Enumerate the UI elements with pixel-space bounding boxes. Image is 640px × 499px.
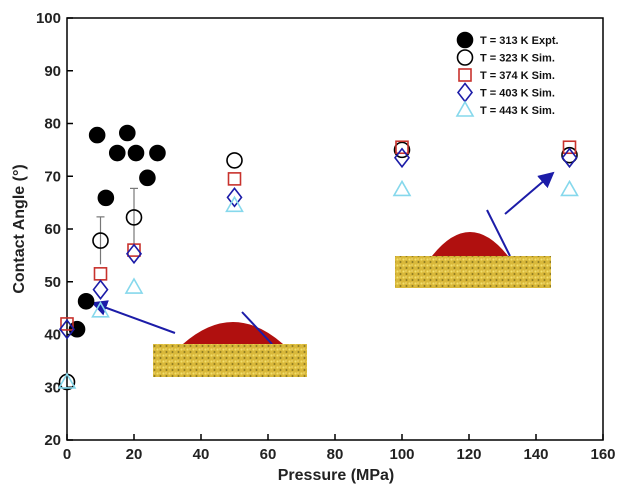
point: [92, 279, 109, 300]
legend-label: T = 374 K Sim.: [480, 70, 555, 82]
point: [119, 124, 136, 142]
point: [108, 144, 126, 162]
point: [226, 152, 243, 169]
y-tick-label: 30: [44, 379, 61, 396]
point: [93, 267, 108, 281]
y-tick-label: 80: [44, 116, 61, 133]
x-tick-label: 80: [327, 446, 344, 463]
x-tick-label: 0: [63, 446, 71, 463]
legend-marker: [456, 31, 474, 49]
y-tick-label: 70: [44, 168, 61, 185]
point: [562, 140, 577, 155]
legend-label: T = 323 K Sim.: [480, 53, 555, 65]
y-tick-label: 20: [44, 432, 61, 449]
point: [58, 318, 76, 340]
point: [393, 141, 411, 159]
point: [127, 144, 145, 162]
point: [88, 126, 106, 144]
point: [57, 372, 77, 389]
legend-label: T = 443 K Sim.: [480, 105, 555, 117]
point: [125, 209, 143, 226]
inset-right: [395, 171, 555, 288]
point: [560, 179, 579, 197]
point: [92, 232, 109, 249]
y-tick-label: 100: [36, 10, 61, 27]
point: [97, 189, 115, 207]
x-tick-label: 160: [590, 446, 615, 463]
y-tick-label: 60: [44, 221, 61, 238]
x-axis-title: Pressure (MPa): [278, 467, 395, 484]
point: [561, 147, 578, 169]
x-tick-label: 100: [389, 446, 414, 463]
point: [227, 172, 242, 186]
point: [125, 243, 143, 265]
y-tick-label: 50: [44, 274, 61, 291]
point: [226, 187, 243, 208]
point: [392, 179, 412, 197]
point: [124, 277, 144, 294]
legend-label: T = 403 K Sim.: [480, 88, 555, 100]
point: [395, 140, 409, 155]
x-tick-label: 40: [193, 446, 210, 463]
x-tick-label: 60: [260, 446, 277, 463]
point: [393, 147, 411, 169]
legend: T = 313 K Expt. T = 323 K Sim. T = 374 K S…: [455, 31, 559, 117]
x-tick-label: 140: [523, 446, 548, 463]
point: [139, 169, 156, 187]
legend-label: T = 313 K Expt.: [480, 35, 559, 47]
inset-left: [91, 300, 307, 377]
point: [77, 292, 95, 310]
y-tick-label: 90: [44, 63, 61, 80]
legend-marker: [456, 82, 474, 103]
x-tick-label: 120: [456, 446, 481, 463]
point: [91, 301, 110, 318]
x-tick-label: 20: [126, 446, 143, 463]
point: [225, 195, 244, 213]
legend-marker: [455, 100, 475, 117]
legend-marker: [456, 49, 474, 66]
y-axis-title: Contact Angle (°): [11, 164, 28, 293]
legend-marker: [458, 68, 472, 82]
y-tick-label: 40: [44, 327, 61, 344]
point: [149, 144, 166, 162]
point: [60, 317, 74, 331]
